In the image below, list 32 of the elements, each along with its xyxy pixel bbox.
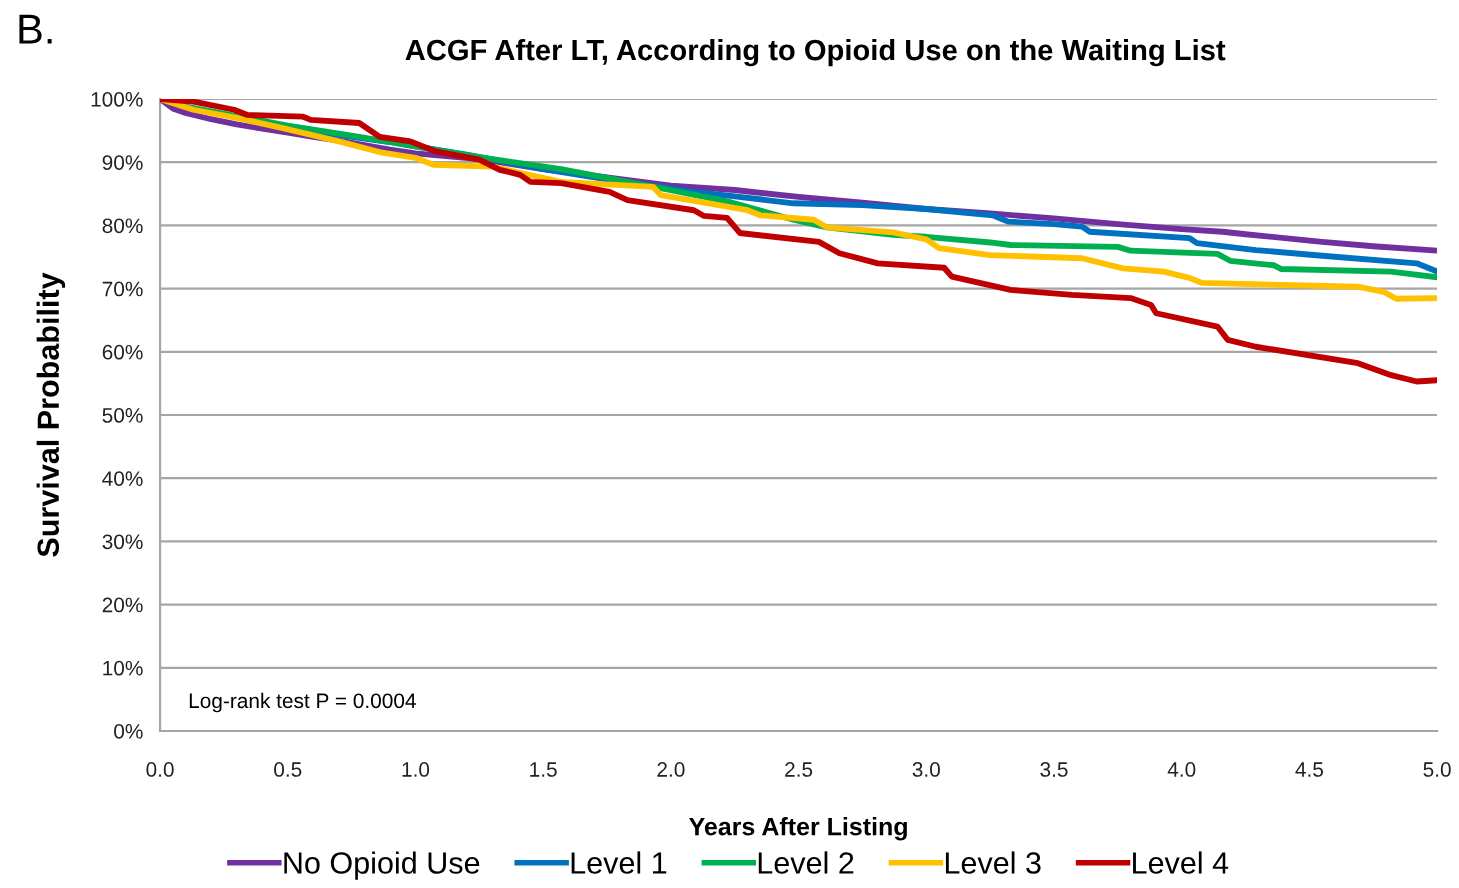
y-tick-label: 10% (103, 660, 143, 676)
chart-title: ACGF After LT, According to Opioid Use on the Waiting List (405, 38, 1226, 67)
legend-label: Level 2 (758, 851, 854, 874)
y-tick-label: 0% (114, 724, 143, 739)
x-tick-label: 2.5 (785, 762, 813, 777)
legend-label: Level 1 (571, 851, 667, 874)
y-tick-label: 70% (102, 281, 143, 297)
y-tick-label: 40% (102, 471, 143, 486)
x-tick-label: 4.5 (1295, 762, 1324, 777)
legend-label: Level 3 (945, 851, 1041, 874)
x-tick-label: 3.5 (1040, 762, 1068, 777)
x-tick-label: 1.0 (402, 762, 430, 777)
y-tick-label: 80% (102, 218, 143, 234)
y-tick-label: 50% (102, 408, 143, 423)
legend-label: Level 4 (1133, 851, 1229, 874)
y-tick-label: 30% (102, 534, 143, 550)
y-tick-label: 90% (102, 155, 143, 170)
y-axis-title: Survival Probability (36, 272, 66, 557)
x-tick-label: 0.5 (274, 762, 302, 777)
x-tick-label: 0.0 (146, 762, 174, 777)
x-axis-title: Years After Listing (689, 817, 907, 841)
x-tick-label: 5.0 (1423, 762, 1451, 777)
x-tick-label: 2.0 (657, 762, 685, 777)
legend-label: No Opioid Use (284, 851, 480, 880)
x-tick-label: 3.0 (912, 762, 940, 777)
y-tick-label: 20% (102, 597, 143, 613)
text: B. (19, 14, 52, 44)
y-tick-label: 60% (102, 344, 143, 360)
y-tick-label: 100% (91, 92, 143, 107)
annotation: Log-rank test P = 0.0004 (189, 692, 416, 713)
x-tick-label: 1.5 (530, 762, 557, 777)
x-tick-label: 4.0 (1167, 762, 1196, 777)
